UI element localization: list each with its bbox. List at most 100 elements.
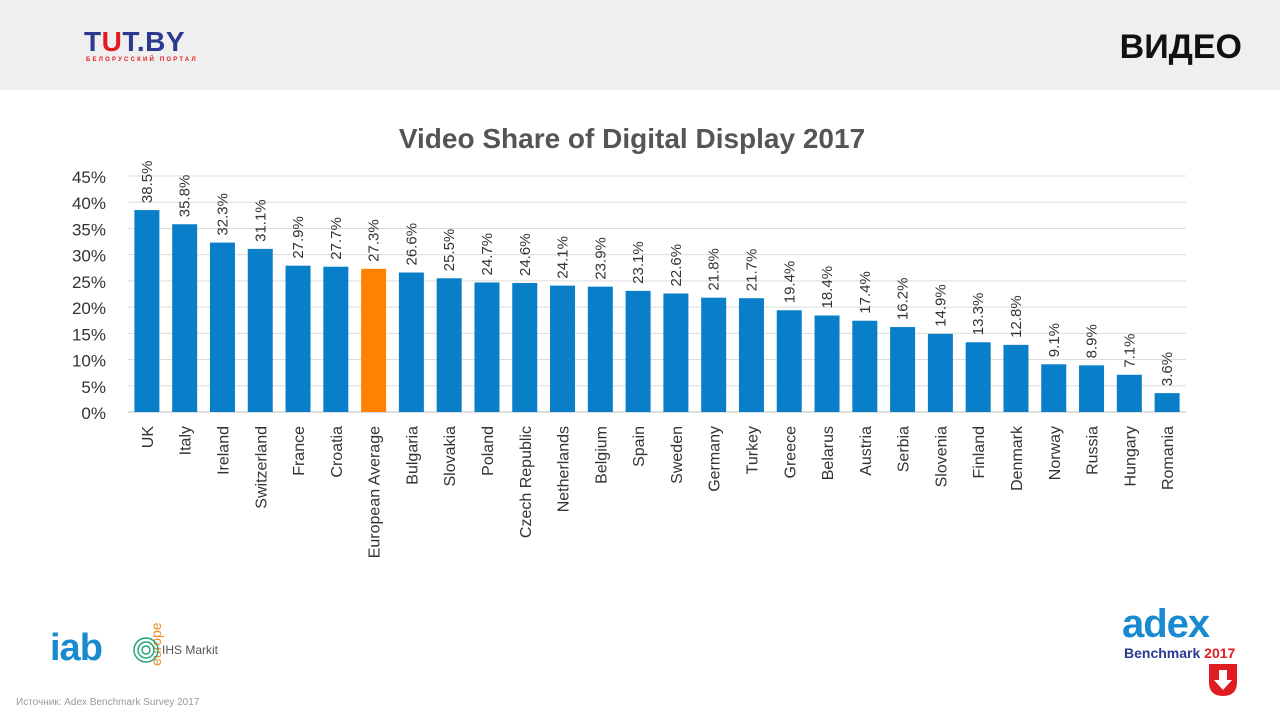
value-label: 24.1% bbox=[555, 236, 572, 279]
bar-chart: Video Share of Digital Display 2017 0% 5%… bbox=[72, 123, 1186, 558]
chart-area: Video Share of Digital Display 2017 0% 5%… bbox=[0, 90, 1280, 620]
bar bbox=[625, 290, 651, 412]
category-label: Turkey bbox=[744, 426, 761, 474]
bar bbox=[1079, 365, 1105, 412]
bar bbox=[663, 293, 689, 412]
logo-wordmark: TUT.BY bbox=[84, 26, 186, 57]
bar bbox=[134, 210, 160, 412]
tut-by-logo[interactable]: TUT.BY БЕЛОРУССКИЙ ПОРТАЛ bbox=[84, 26, 198, 64]
category-label: France bbox=[291, 426, 308, 476]
value-label: 3.6% bbox=[1159, 352, 1176, 386]
bar bbox=[323, 266, 349, 412]
category-label: Czech Republic bbox=[518, 426, 535, 538]
bar bbox=[1041, 364, 1067, 412]
value-label: 26.6% bbox=[403, 223, 420, 266]
value-label: 31.1% bbox=[252, 199, 269, 242]
logo-subtitle: БЕЛОРУССКИЙ ПОРТАЛ bbox=[86, 57, 198, 63]
y-tick-label: 35% bbox=[72, 220, 106, 239]
category-label: Serbia bbox=[896, 426, 913, 472]
value-label: 27.3% bbox=[366, 219, 383, 262]
bar bbox=[776, 310, 802, 412]
category-label: Croatia bbox=[329, 426, 346, 478]
header-bar: TUT.BY БЕЛОРУССКИЙ ПОРТАЛ ВИДЕО bbox=[0, 0, 1280, 90]
value-label: 17.4% bbox=[857, 271, 874, 314]
category-label: Sweden bbox=[669, 426, 686, 484]
iab-europe-logo: iab europe bbox=[50, 608, 164, 670]
value-label: 13.3% bbox=[970, 293, 987, 336]
category-labels: UK Italy Ireland Switzerland France Croatia Eu… bbox=[140, 425, 1177, 558]
value-label: 35.8% bbox=[177, 175, 194, 218]
down-arrow-icon bbox=[1209, 664, 1237, 696]
adex-benchmark-logo: adex Benchmark 2017 bbox=[1118, 604, 1248, 700]
category-label: Finland bbox=[971, 426, 988, 478]
bar bbox=[247, 248, 273, 412]
bar bbox=[209, 242, 235, 412]
value-label: 27.7% bbox=[328, 217, 345, 260]
value-label: 12.8% bbox=[1008, 295, 1025, 338]
bar bbox=[361, 268, 387, 412]
bar bbox=[474, 282, 500, 412]
bars bbox=[134, 210, 1180, 412]
value-label: 25.5% bbox=[441, 229, 458, 272]
bar bbox=[172, 224, 198, 412]
y-tick-label: 30% bbox=[72, 247, 106, 266]
value-label: 14.9% bbox=[932, 284, 949, 327]
ihs-markit-icon bbox=[133, 637, 159, 663]
bar bbox=[512, 282, 538, 412]
category-label: Greece bbox=[782, 426, 799, 479]
category-label: Austria bbox=[858, 426, 875, 476]
bar bbox=[398, 272, 424, 412]
y-tick-label: 10% bbox=[72, 352, 106, 371]
category-label: Bulgaria bbox=[404, 426, 421, 485]
value-label: 32.3% bbox=[214, 193, 231, 236]
category-label: Norway bbox=[1047, 426, 1064, 480]
bar bbox=[927, 333, 953, 412]
bar bbox=[550, 285, 576, 412]
bar bbox=[1154, 393, 1180, 412]
value-label: 24.6% bbox=[517, 233, 534, 276]
value-label: 23.9% bbox=[592, 237, 609, 280]
bar bbox=[285, 265, 311, 412]
category-label: European Average bbox=[367, 426, 384, 558]
category-label: Ireland bbox=[215, 426, 232, 475]
bar bbox=[852, 320, 878, 412]
y-tick-label: 20% bbox=[72, 299, 106, 318]
source-note: Источник: Adex Benchmark Survey 2017 bbox=[16, 697, 200, 708]
category-label: Slovenia bbox=[933, 426, 950, 487]
category-label: Russia bbox=[1085, 426, 1102, 475]
adex-benchmark-text: Benchmark 2017 bbox=[1124, 645, 1236, 661]
value-label: 23.1% bbox=[630, 241, 647, 284]
category-label: Poland bbox=[480, 426, 497, 476]
value-label: 19.4% bbox=[781, 261, 798, 304]
category-label: Slovakia bbox=[442, 426, 459, 487]
chart-title: Video Share of Digital Display 2017 bbox=[399, 123, 865, 154]
category-label: Belarus bbox=[820, 426, 837, 480]
bar bbox=[1116, 374, 1142, 412]
adex-wordmark: adex bbox=[1122, 602, 1210, 646]
value-label: 38.5% bbox=[139, 161, 156, 204]
value-label: 18.4% bbox=[819, 266, 836, 309]
bar bbox=[701, 297, 727, 412]
bar bbox=[1003, 344, 1029, 412]
value-label: 9.1% bbox=[1046, 323, 1063, 357]
category-label: UK bbox=[140, 426, 157, 449]
y-tick-label: 0% bbox=[81, 404, 106, 423]
bar bbox=[587, 286, 613, 412]
ihs-markit-text: IHS Markit bbox=[162, 643, 219, 657]
value-label: 8.9% bbox=[1084, 324, 1101, 358]
category-label: Switzerland bbox=[253, 426, 270, 509]
y-tick-label: 5% bbox=[81, 378, 106, 397]
value-label: 22.6% bbox=[668, 244, 685, 287]
category-label: Belgium bbox=[593, 426, 610, 484]
value-label: 7.1% bbox=[1121, 334, 1138, 368]
category-label: Netherlands bbox=[556, 426, 573, 512]
category-label: Denmark bbox=[1009, 425, 1026, 491]
bar bbox=[738, 298, 764, 412]
value-label: 27.9% bbox=[290, 216, 307, 259]
category-label: Hungary bbox=[1122, 426, 1139, 486]
ihs-markit-logo: IHS Markit bbox=[132, 636, 218, 669]
category-label: Germany bbox=[707, 426, 724, 492]
category-label: Romania bbox=[1160, 426, 1177, 490]
y-tick-label: 15% bbox=[72, 325, 106, 344]
iab-wordmark: iab bbox=[50, 627, 103, 669]
